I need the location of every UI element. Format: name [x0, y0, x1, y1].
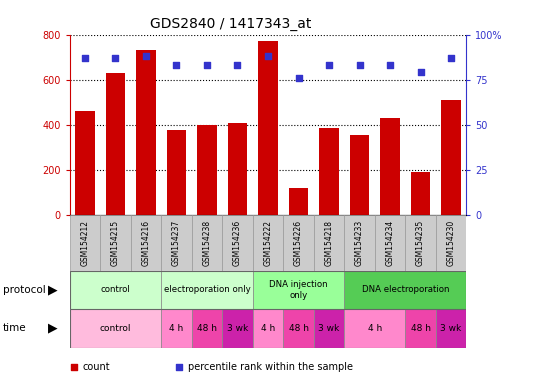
Bar	[70, 215, 100, 271]
Text: control: control	[101, 285, 130, 295]
Text: GSM154234: GSM154234	[385, 220, 394, 266]
Point	[175, 364, 184, 371]
Point	[325, 62, 333, 68]
Bar	[253, 309, 283, 348]
Text: 4 h: 4 h	[261, 324, 275, 333]
Text: 3 wk: 3 wk	[318, 324, 340, 333]
Bar	[161, 271, 253, 309]
Text: 4 h: 4 h	[169, 324, 184, 333]
Point	[416, 70, 425, 76]
Text: 48 h: 48 h	[197, 324, 217, 333]
Text: GSM154212: GSM154212	[80, 220, 90, 266]
Bar	[253, 215, 283, 271]
Text: 3 wk: 3 wk	[227, 324, 248, 333]
Text: GSM154233: GSM154233	[355, 220, 364, 266]
Text: 48 h: 48 h	[288, 324, 309, 333]
Text: GSM154215: GSM154215	[111, 220, 120, 266]
Bar	[283, 309, 314, 348]
Text: 4 h: 4 h	[368, 324, 382, 333]
Text: 48 h: 48 h	[411, 324, 430, 333]
Bar	[344, 271, 466, 309]
Text: ▶: ▶	[48, 322, 57, 335]
Bar	[411, 172, 430, 215]
Text: 3 wk: 3 wk	[441, 324, 461, 333]
Text: ▶: ▶	[48, 283, 57, 296]
Bar	[106, 73, 125, 215]
Text: GSM154230: GSM154230	[446, 220, 456, 266]
Text: GSM154226: GSM154226	[294, 220, 303, 266]
Text: GSM154237: GSM154237	[172, 220, 181, 266]
Text: electroporation only: electroporation only	[163, 285, 250, 295]
Bar	[441, 100, 461, 215]
Point	[355, 62, 364, 68]
Bar	[70, 271, 161, 309]
Bar	[131, 215, 161, 271]
Text: GSM154218: GSM154218	[324, 220, 333, 266]
Text: DNA injection
only: DNA injection only	[269, 280, 328, 300]
Text: protocol: protocol	[3, 285, 46, 295]
Bar	[161, 309, 192, 348]
Bar	[288, 188, 308, 215]
Text: control: control	[100, 324, 131, 333]
Text: percentile rank within the sample: percentile rank within the sample	[188, 362, 353, 372]
Bar	[344, 309, 405, 348]
Bar	[192, 309, 222, 348]
Bar	[349, 135, 369, 215]
Text: time: time	[3, 323, 26, 333]
Point	[111, 55, 120, 61]
Point	[172, 62, 181, 68]
Bar	[405, 215, 436, 271]
Bar	[319, 128, 339, 215]
Bar	[258, 41, 278, 215]
Bar	[70, 309, 161, 348]
Bar	[380, 118, 400, 215]
Text: GDS2840 / 1417343_at: GDS2840 / 1417343_at	[150, 17, 311, 31]
Bar	[405, 309, 436, 348]
Bar	[314, 215, 344, 271]
Text: GSM154236: GSM154236	[233, 220, 242, 266]
Bar	[75, 111, 95, 215]
Text: GSM154216: GSM154216	[142, 220, 151, 266]
Bar	[161, 215, 192, 271]
Point	[80, 55, 89, 61]
Point	[264, 53, 272, 59]
Bar	[100, 215, 131, 271]
Point	[386, 62, 394, 68]
Bar	[222, 309, 253, 348]
Bar	[136, 50, 156, 215]
Bar	[375, 215, 405, 271]
Bar	[228, 122, 248, 215]
Bar	[197, 125, 217, 215]
Bar	[222, 215, 253, 271]
Text: GSM154238: GSM154238	[203, 220, 212, 266]
Text: GSM154222: GSM154222	[264, 220, 272, 266]
Point	[203, 62, 211, 68]
Bar	[192, 215, 222, 271]
Point	[142, 53, 150, 59]
Bar	[253, 271, 344, 309]
Text: GSM154235: GSM154235	[416, 220, 425, 266]
Bar	[344, 215, 375, 271]
Text: count: count	[82, 362, 110, 372]
Point	[447, 55, 456, 61]
Bar	[436, 215, 466, 271]
Point	[233, 62, 242, 68]
Bar	[436, 309, 466, 348]
Bar	[167, 131, 187, 215]
Point	[70, 364, 78, 371]
Point	[294, 75, 303, 81]
Text: DNA electroporation: DNA electroporation	[362, 285, 449, 295]
Bar	[314, 309, 344, 348]
Bar	[283, 215, 314, 271]
